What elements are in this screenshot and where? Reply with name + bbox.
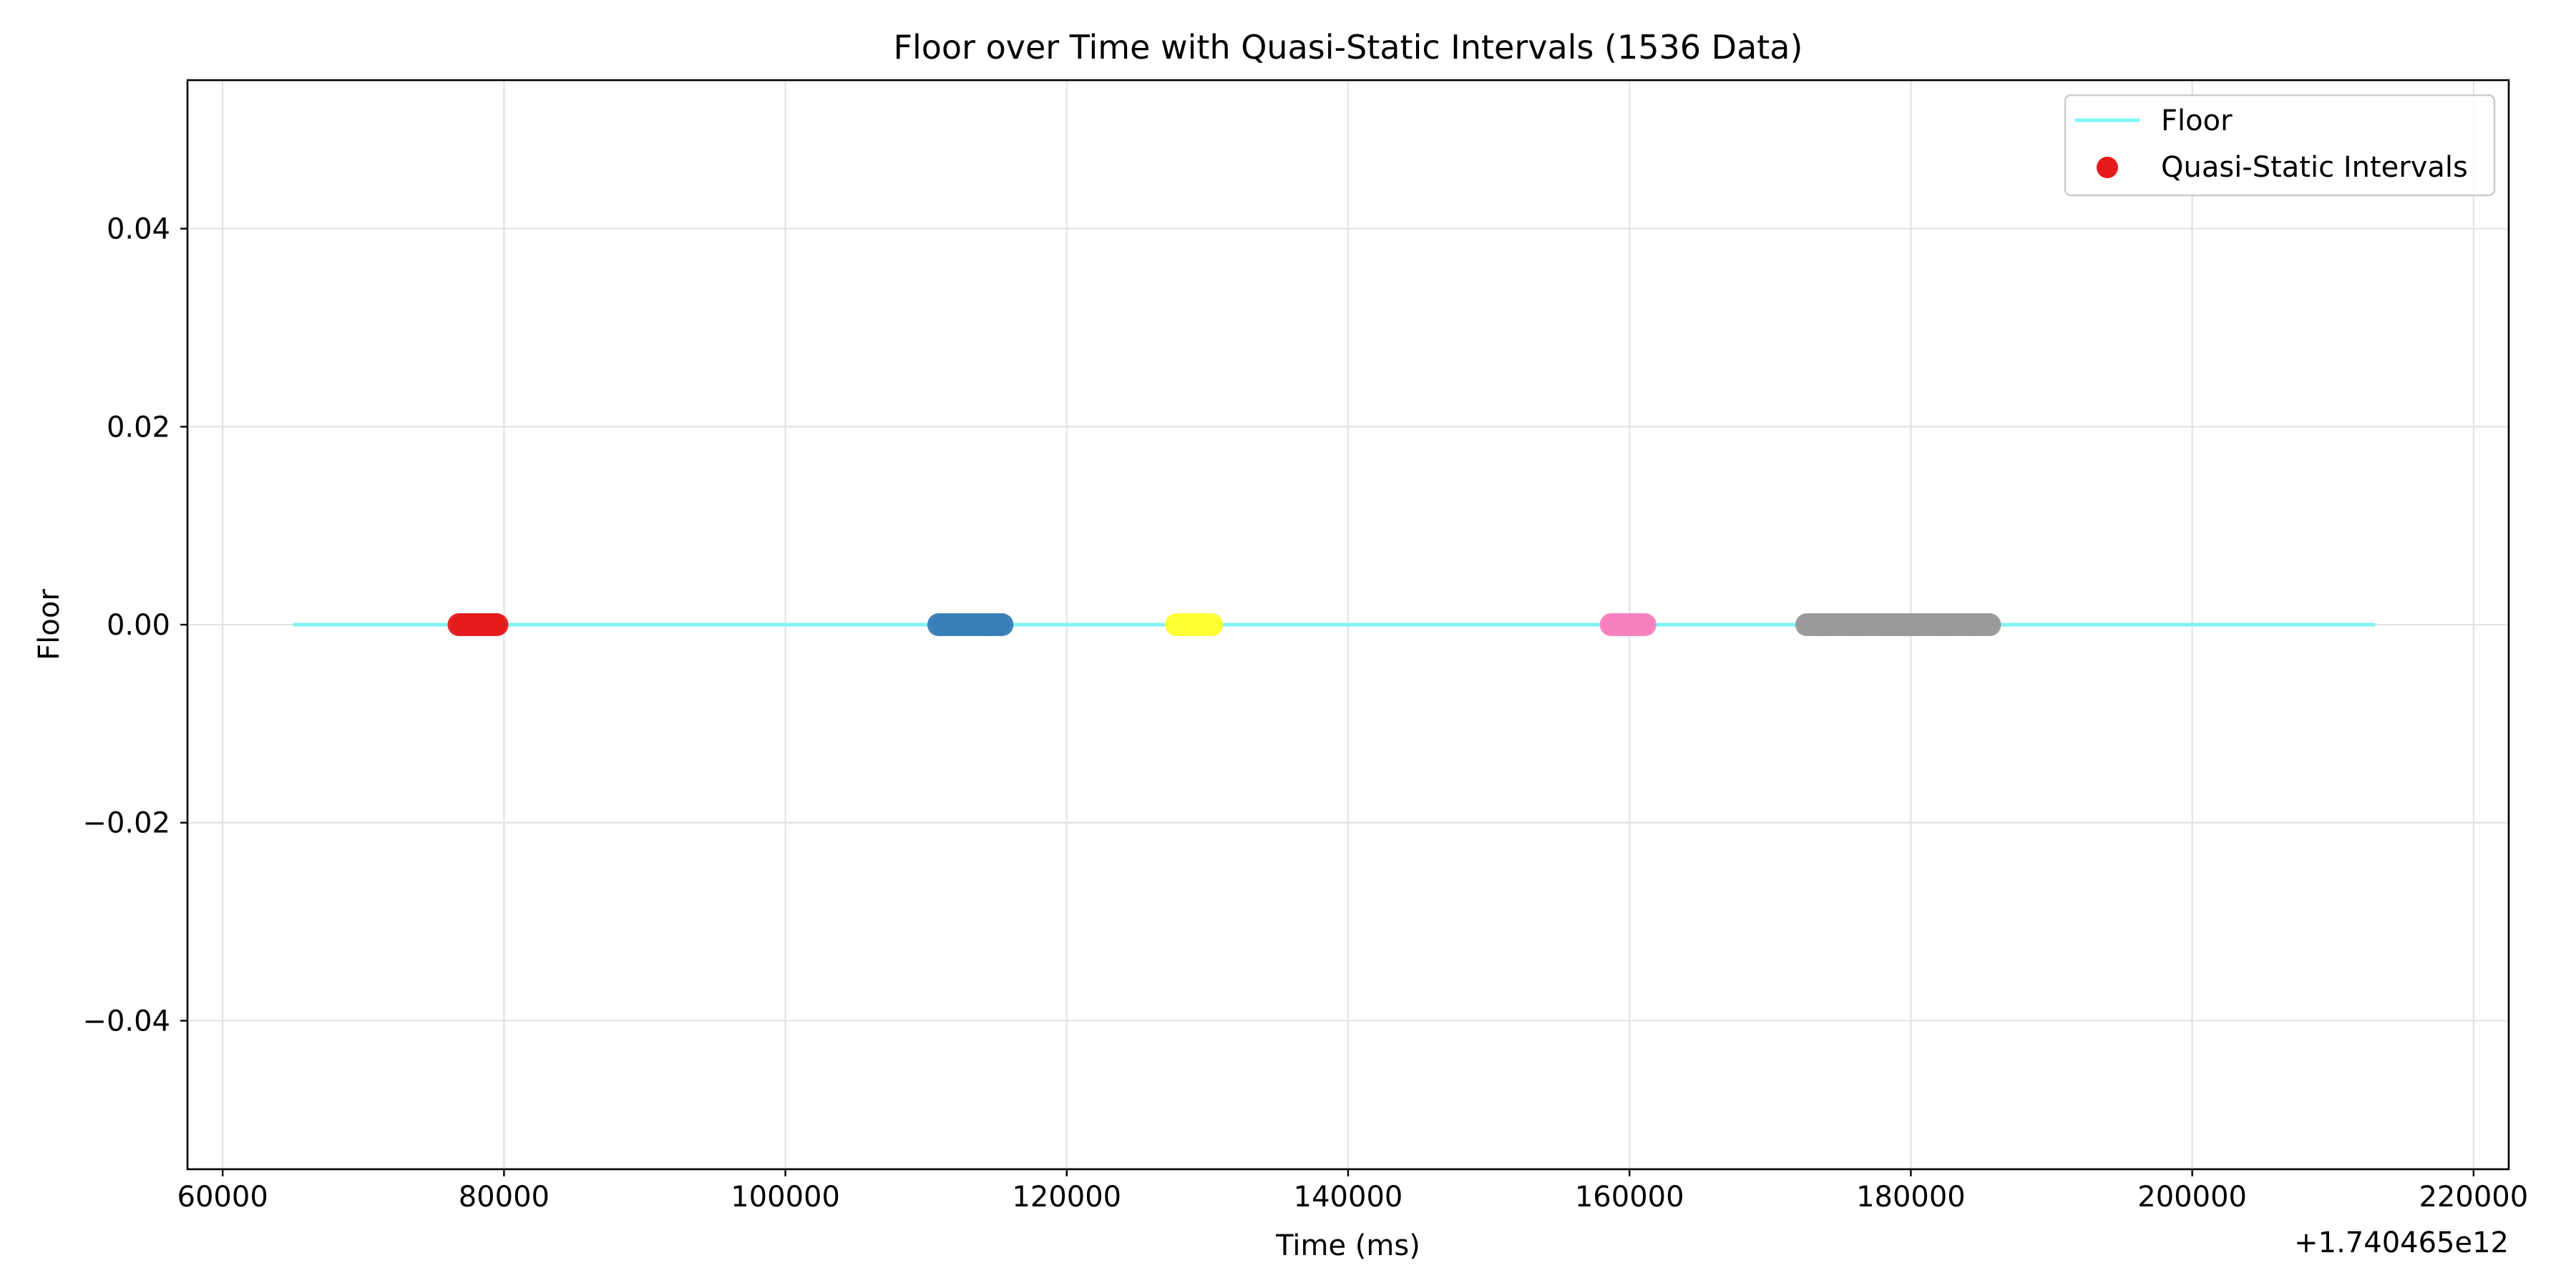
legend-intervals-label: Quasi-Static Intervals — [2161, 151, 2468, 184]
x-tick-label: 160000 — [1575, 1181, 1684, 1214]
x-tick-label: 60000 — [177, 1181, 268, 1214]
x-tick-label: 100000 — [731, 1181, 840, 1214]
y-tick-label: 0.02 — [107, 411, 170, 444]
x-tick-label: 120000 — [1012, 1181, 1121, 1214]
y-axis-label: Floor — [33, 589, 66, 660]
plot-area — [293, 613, 2376, 636]
x-offset-label: +1.740465e12 — [2294, 1226, 2509, 1259]
quasi-static-interval-2 — [927, 613, 1014, 636]
legend: Floor Quasi-Static Intervals — [2064, 94, 2496, 197]
interval-point — [990, 613, 1014, 636]
x-axis-label: Time (ms) — [1275, 1229, 1420, 1262]
y-tick-label: −0.02 — [82, 807, 170, 840]
interval-point — [1633, 613, 1657, 636]
interval-point — [1978, 613, 2001, 636]
y-tick-label: 0.04 — [107, 213, 170, 246]
quasi-static-interval-1 — [447, 613, 509, 636]
legend-intervals-swatch — [2097, 157, 2118, 178]
x-tick-label: 200000 — [2137, 1181, 2247, 1214]
x-tick-label: 220000 — [2419, 1181, 2528, 1214]
y-tick-label: −0.04 — [82, 1005, 170, 1038]
interval-point — [1200, 613, 1224, 636]
y-tick-label: 0.00 — [107, 609, 170, 642]
x-tick-label: 80000 — [459, 1181, 550, 1214]
x-tick-label: 140000 — [1294, 1181, 1403, 1214]
x-tick-label: 180000 — [1856, 1181, 1966, 1214]
axis-ticks: 60000 80000 100000 120000 140000 160000 180000… — [82, 213, 2528, 1214]
chart-title: Floor over Time with Quasi-Static Interv… — [894, 28, 1803, 67]
legend-box — [2064, 94, 2496, 197]
quasi-static-interval-5 — [1795, 613, 2001, 636]
legend-floor-label: Floor — [2161, 104, 2233, 137]
interval-point — [485, 613, 509, 636]
quasi-static-interval-3 — [1165, 613, 1224, 636]
quasi-static-interval-4 — [1599, 613, 1657, 636]
